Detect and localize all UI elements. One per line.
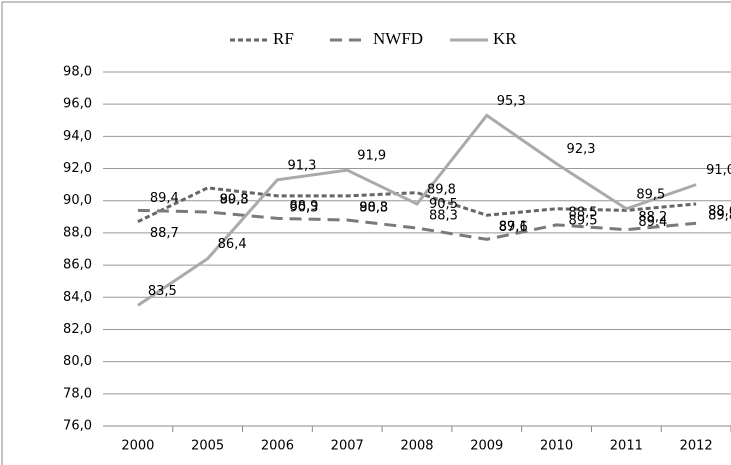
data-label: 88,3 <box>429 209 458 224</box>
x-tick-label: 2012 <box>680 439 713 454</box>
data-label: 95,3 <box>497 94 526 109</box>
legend-label: KR <box>493 29 517 48</box>
y-tick-label: 76,0 <box>63 419 92 434</box>
data-label: 88,2 <box>638 210 667 225</box>
data-label: 89,5 <box>636 187 665 202</box>
data-label: 90,8 <box>220 192 249 207</box>
y-tick-label: 92,0 <box>63 161 92 176</box>
data-label: 89,4 <box>150 191 179 206</box>
y-tick-label: 94,0 <box>63 129 92 144</box>
data-label: 89,8 <box>708 208 731 223</box>
data-label: 90,3 <box>359 200 388 215</box>
y-tick-label: 84,0 <box>63 290 92 305</box>
y-tick-label: 80,0 <box>63 354 92 369</box>
legend-label: NWFD <box>373 29 423 48</box>
data-label: 83,5 <box>148 284 177 299</box>
y-tick-label: 88,0 <box>63 225 92 240</box>
data-label: 92,3 <box>567 142 596 157</box>
data-label: 90,5 <box>429 197 458 212</box>
data-label: 86,4 <box>218 237 247 252</box>
x-tick-label: 2008 <box>400 439 433 454</box>
legend-label: RF <box>273 29 294 48</box>
series-line <box>137 186 697 223</box>
x-tick-label: 2009 <box>470 439 503 454</box>
y-tick-label: 78,0 <box>63 386 92 401</box>
data-label: 90,3 <box>289 200 318 215</box>
y-tick-label: 90,0 <box>63 193 92 208</box>
data-label: 89,4 <box>638 215 667 230</box>
data-label: 88,5 <box>569 205 598 220</box>
x-tick-label: 2011 <box>610 439 643 454</box>
x-tick-label: 2005 <box>191 439 224 454</box>
y-tick-label: 98,0 <box>63 65 92 80</box>
series-line <box>137 113 697 307</box>
data-label: 87,6 <box>499 220 528 235</box>
x-tick-label: 2006 <box>261 439 294 454</box>
x-tick-label: 2007 <box>331 439 364 454</box>
data-label: 88,8 <box>359 201 388 216</box>
x-tick-label: 2000 <box>121 439 154 454</box>
y-tick-label: 82,0 <box>63 322 92 337</box>
data-label: 91,0 <box>706 163 731 178</box>
y-tick-label: 86,0 <box>63 258 92 273</box>
data-label: 88,6 <box>708 204 731 219</box>
data-label: 91,3 <box>287 158 316 173</box>
data-label: 89,5 <box>569 213 598 228</box>
data-label: 89,8 <box>427 182 456 197</box>
x-tick-label: 2010 <box>540 439 573 454</box>
y-tick-label: 96,0 <box>63 97 92 112</box>
data-label: 91,9 <box>357 149 386 164</box>
data-label: 88,9 <box>289 199 318 214</box>
data-label: 89,3 <box>220 192 249 207</box>
data-label: 88,7 <box>150 226 179 241</box>
